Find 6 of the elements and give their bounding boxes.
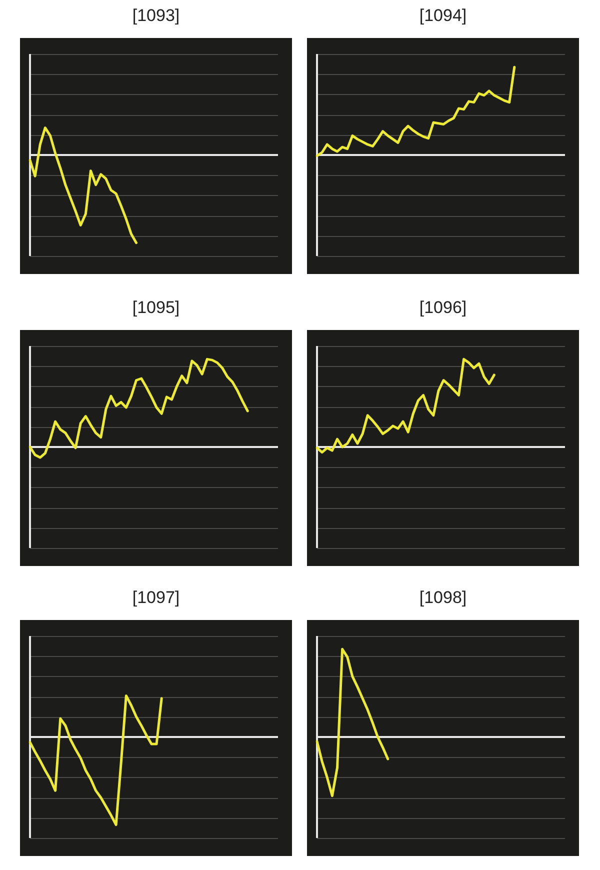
chart-title: [1093] (131, 6, 181, 26)
chart-title: [1097] (131, 588, 181, 608)
chart-title: [1095] (131, 298, 181, 318)
chart-title: [1096] (418, 298, 468, 318)
chart-title: [1098] (418, 588, 468, 608)
chart-title: [1094] (418, 6, 468, 26)
